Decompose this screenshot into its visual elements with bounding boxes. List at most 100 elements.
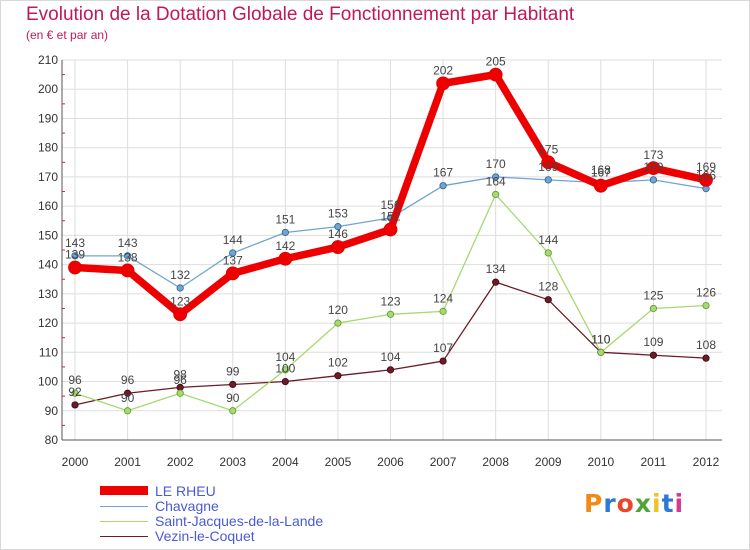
data-point-saint-jacques [439,307,447,315]
y-tick-label: 140 [38,258,58,272]
data-label-vezin: 98 [173,367,187,381]
data-label-chavagne: 143 [65,236,85,250]
data-point-saint-jacques [386,310,395,318]
data-point-chavagne [281,228,289,237]
data-label-le-rheu: 169 [696,160,716,174]
data-label-chavagne: 151 [275,212,295,226]
data-label-chavagne: 170 [486,157,506,171]
data-label-le-rheu: 175 [538,142,558,156]
data-point-vezin [702,354,710,362]
chart-subtitle: (en € et par an) [26,28,109,42]
data-point-chavagne [71,252,79,260]
data-point-saint-jacques [71,389,79,397]
data-point-saint-jacques [229,407,237,415]
data-label-saint-jacques: 96 [68,373,82,387]
data-label-le-rheu: 139 [65,248,85,262]
legend-swatch-chavagne [100,506,148,507]
data-label-vezin: 99 [226,364,240,378]
data-point-chavagne [229,249,237,257]
data-label-chavagne: 167 [433,166,453,180]
data-label-saint-jacques: 104 [275,350,295,364]
x-tick-label: 2006 [377,455,404,469]
y-tick-label: 170 [38,170,58,184]
y-tick-label: 180 [38,141,58,155]
legend-label-vezin: Vezin-le-Coquet [155,528,255,544]
data-point-vezin [123,389,132,397]
data-label-le-rheu: 142 [275,239,295,253]
data-label-le-rheu: 167 [591,166,611,180]
y-tick-label: 200 [38,82,58,96]
data-point-saint-jacques [649,304,658,313]
data-label-vezin: 110 [591,332,610,346]
data-label-chavagne: 153 [328,207,348,221]
data-point-le-rheu [68,260,82,275]
data-point-vezin [229,380,237,389]
data-label-vezin: 107 [433,341,453,355]
data-label-saint-jacques: 144 [538,233,558,247]
legend-label-le-rheu: LE RHEU [155,483,216,499]
y-tick-label: 110 [39,345,58,359]
x-tick-label: 2001 [114,455,141,469]
data-label-saint-jacques: 126 [696,286,716,300]
data-label-saint-jacques: 90 [226,391,240,405]
data-point-saint-jacques [702,301,710,310]
data-label-vezin: 104 [380,350,400,364]
x-tick-label: 2011 [641,455,667,469]
y-tick-label: 160 [38,199,58,213]
data-point-saint-jacques [334,319,342,327]
x-tick-label: 2002 [167,455,194,469]
x-tick-label: 2010 [587,455,614,469]
data-label-le-rheu: 202 [433,63,453,77]
data-label-vezin: 108 [696,338,716,352]
data-point-le-rheu [646,161,661,176]
data-point-chavagne [123,252,132,260]
data-point-vezin [334,372,342,380]
data-label-saint-jacques: 164 [486,174,506,188]
data-label-vezin: 134 [486,262,506,276]
x-tick-label: 2005 [325,455,352,469]
data-point-chavagne [334,223,342,231]
data-point-chavagne [439,182,447,190]
y-tick-label: 210 [38,53,58,67]
data-label-vezin: 128 [538,280,558,294]
data-label-vezin: 109 [643,335,663,349]
data-point-saint-jacques [544,249,552,257]
plot-area [62,60,722,440]
legend-label-saint-jacques: Saint-Jacques-de-la-Lande [155,513,324,529]
y-tick-label: 90 [45,404,59,418]
data-point-le-rheu [173,307,188,322]
data-point-le-rheu [120,263,135,278]
data-point-vezin [492,278,500,286]
data-point-le-rheu [699,172,713,187]
y-tick-label: 120 [38,316,58,330]
data-point-saint-jacques [281,366,289,374]
data-label-saint-jacques: 124 [433,291,453,305]
legend-label-chavagne: Chavagne [155,498,219,514]
data-point-le-rheu [488,67,503,82]
data-label-le-rheu: 123 [170,294,190,308]
y-tick-label: 190 [38,111,58,125]
data-point-le-rheu [331,240,345,254]
data-label-vezin: 92 [68,385,82,399]
data-label-vezin: 102 [328,356,348,370]
data-label-chavagne: 169 [538,160,558,174]
data-point-le-rheu [541,155,556,170]
y-tick-label: 130 [38,287,58,301]
data-label-chavagne: 168 [591,163,611,177]
data-label-vezin: 100 [275,362,295,376]
data-point-chavagne [492,173,500,181]
x-tick-label: 2003 [219,455,246,469]
data-point-chavagne [176,284,184,292]
x-tick-label: 2004 [272,455,299,469]
data-label-le-rheu: 138 [118,250,138,264]
data-label-le-rheu: 137 [223,253,243,267]
data-label-saint-jacques: 110 [591,332,610,346]
data-point-le-rheu [278,251,293,266]
x-tick-label: 2009 [535,455,562,469]
data-point-vezin [386,366,395,374]
data-point-vezin [439,357,447,365]
y-tick-label: 80 [45,433,59,447]
legend-swatch-saint-jacques [100,521,148,522]
x-tick-label: 2012 [693,455,720,469]
